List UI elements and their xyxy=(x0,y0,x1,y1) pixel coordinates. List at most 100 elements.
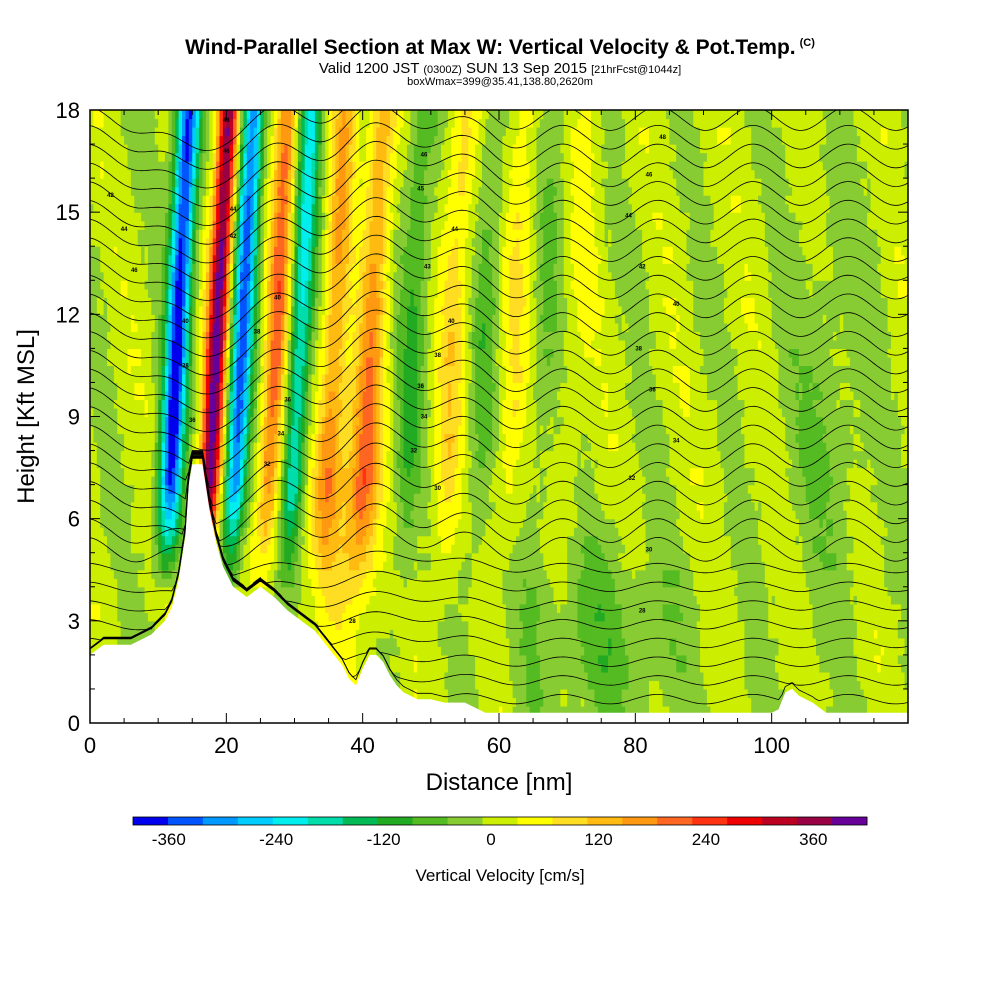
velocity-cell xyxy=(209,476,214,486)
velocity-cell xyxy=(277,578,282,588)
velocity-cell xyxy=(134,152,139,162)
velocity-cell xyxy=(233,178,238,188)
velocity-cell xyxy=(216,442,221,452)
velocity-cell xyxy=(100,365,105,375)
velocity-cell xyxy=(263,178,268,188)
velocity-cell xyxy=(182,433,187,443)
velocity-cell xyxy=(147,229,152,239)
velocity-cell xyxy=(120,442,125,452)
velocity-cell xyxy=(124,246,129,256)
velocity-cell xyxy=(250,263,255,273)
velocity-cell xyxy=(239,127,244,137)
velocity-cell xyxy=(219,331,224,341)
velocity-cell xyxy=(127,110,132,120)
velocity-cell xyxy=(253,195,258,205)
velocity-cell xyxy=(178,501,183,511)
velocity-cell xyxy=(130,552,135,562)
velocity-cell xyxy=(171,348,176,358)
velocity-cell xyxy=(308,110,313,120)
velocity-cell xyxy=(147,595,152,605)
velocity-cell xyxy=(154,195,159,205)
velocity-cell xyxy=(175,493,180,503)
velocity-cell xyxy=(318,552,323,562)
velocity-cell xyxy=(182,365,187,375)
velocity-cell xyxy=(284,263,289,273)
velocity-cell xyxy=(202,322,207,332)
velocity-cell xyxy=(110,569,115,579)
velocity-cell xyxy=(239,450,244,460)
velocity-cell xyxy=(243,459,248,469)
velocity-cell xyxy=(178,203,183,213)
velocity-cell xyxy=(147,135,152,145)
velocity-cell xyxy=(96,501,101,511)
velocity-cell xyxy=(144,561,149,571)
velocity-cell xyxy=(144,365,149,375)
velocity-cell xyxy=(110,331,115,341)
velocity-cell xyxy=(130,544,135,554)
velocity-cell xyxy=(239,552,244,562)
velocity-cell xyxy=(209,280,214,290)
velocity-cell xyxy=(151,135,156,145)
velocity-cell xyxy=(260,118,265,128)
velocity-cell xyxy=(164,552,169,562)
velocity-cell xyxy=(154,186,159,196)
velocity-cell xyxy=(151,484,156,494)
velocity-cell xyxy=(154,373,159,384)
velocity-cell xyxy=(188,356,193,367)
velocity-cell xyxy=(257,305,262,315)
velocity-cell xyxy=(93,195,98,205)
velocity-cell xyxy=(219,127,224,137)
velocity-cell xyxy=(124,263,129,273)
velocity-cell xyxy=(164,110,169,120)
velocity-cell xyxy=(110,135,115,145)
velocity-cell xyxy=(120,314,125,324)
velocity-cell xyxy=(124,288,129,298)
velocity-cell xyxy=(192,382,197,392)
velocity-cell xyxy=(117,135,122,145)
velocity-cell xyxy=(144,518,149,528)
velocity-cell xyxy=(318,450,323,460)
velocity-cell xyxy=(175,552,180,562)
velocity-cell xyxy=(308,331,313,341)
velocity-cell xyxy=(158,118,163,128)
velocity-cell xyxy=(120,484,125,494)
velocity-cell xyxy=(236,476,241,486)
velocity-cell xyxy=(158,586,163,596)
velocity-cell xyxy=(205,161,210,171)
velocity-cell xyxy=(93,186,98,196)
velocity-cell xyxy=(253,510,258,520)
velocity-cell xyxy=(250,161,255,171)
velocity-cell xyxy=(308,501,313,511)
velocity-cell xyxy=(168,578,173,588)
velocity-cell xyxy=(253,110,258,120)
velocity-cell xyxy=(222,373,227,384)
velocity-cell xyxy=(260,510,265,520)
velocity-cell xyxy=(124,322,129,332)
velocity-cell xyxy=(188,314,193,324)
velocity-cell xyxy=(127,237,132,247)
velocity-cell xyxy=(168,399,173,409)
velocity-cell xyxy=(209,169,214,179)
velocity-cell xyxy=(253,518,258,528)
velocity-cell xyxy=(239,484,244,494)
velocity-cell xyxy=(178,561,183,571)
velocity-cell xyxy=(199,280,204,290)
velocity-cell xyxy=(127,203,132,213)
velocity-cell xyxy=(130,510,135,520)
velocity-cell xyxy=(212,127,217,137)
velocity-cell xyxy=(284,127,289,137)
velocity-cell xyxy=(297,229,302,239)
velocity-cell xyxy=(226,348,231,358)
velocity-cell xyxy=(90,356,95,367)
velocity-cell xyxy=(226,203,231,213)
velocity-cell xyxy=(175,195,180,205)
velocity-cell xyxy=(127,450,132,460)
velocity-cell xyxy=(120,518,125,528)
velocity-cell xyxy=(260,552,265,562)
velocity-cell xyxy=(178,271,183,281)
velocity-cell xyxy=(141,510,146,520)
velocity-cell xyxy=(144,595,149,605)
velocity-cell xyxy=(246,510,251,520)
velocity-cell xyxy=(226,390,231,401)
velocity-cell xyxy=(277,186,282,196)
